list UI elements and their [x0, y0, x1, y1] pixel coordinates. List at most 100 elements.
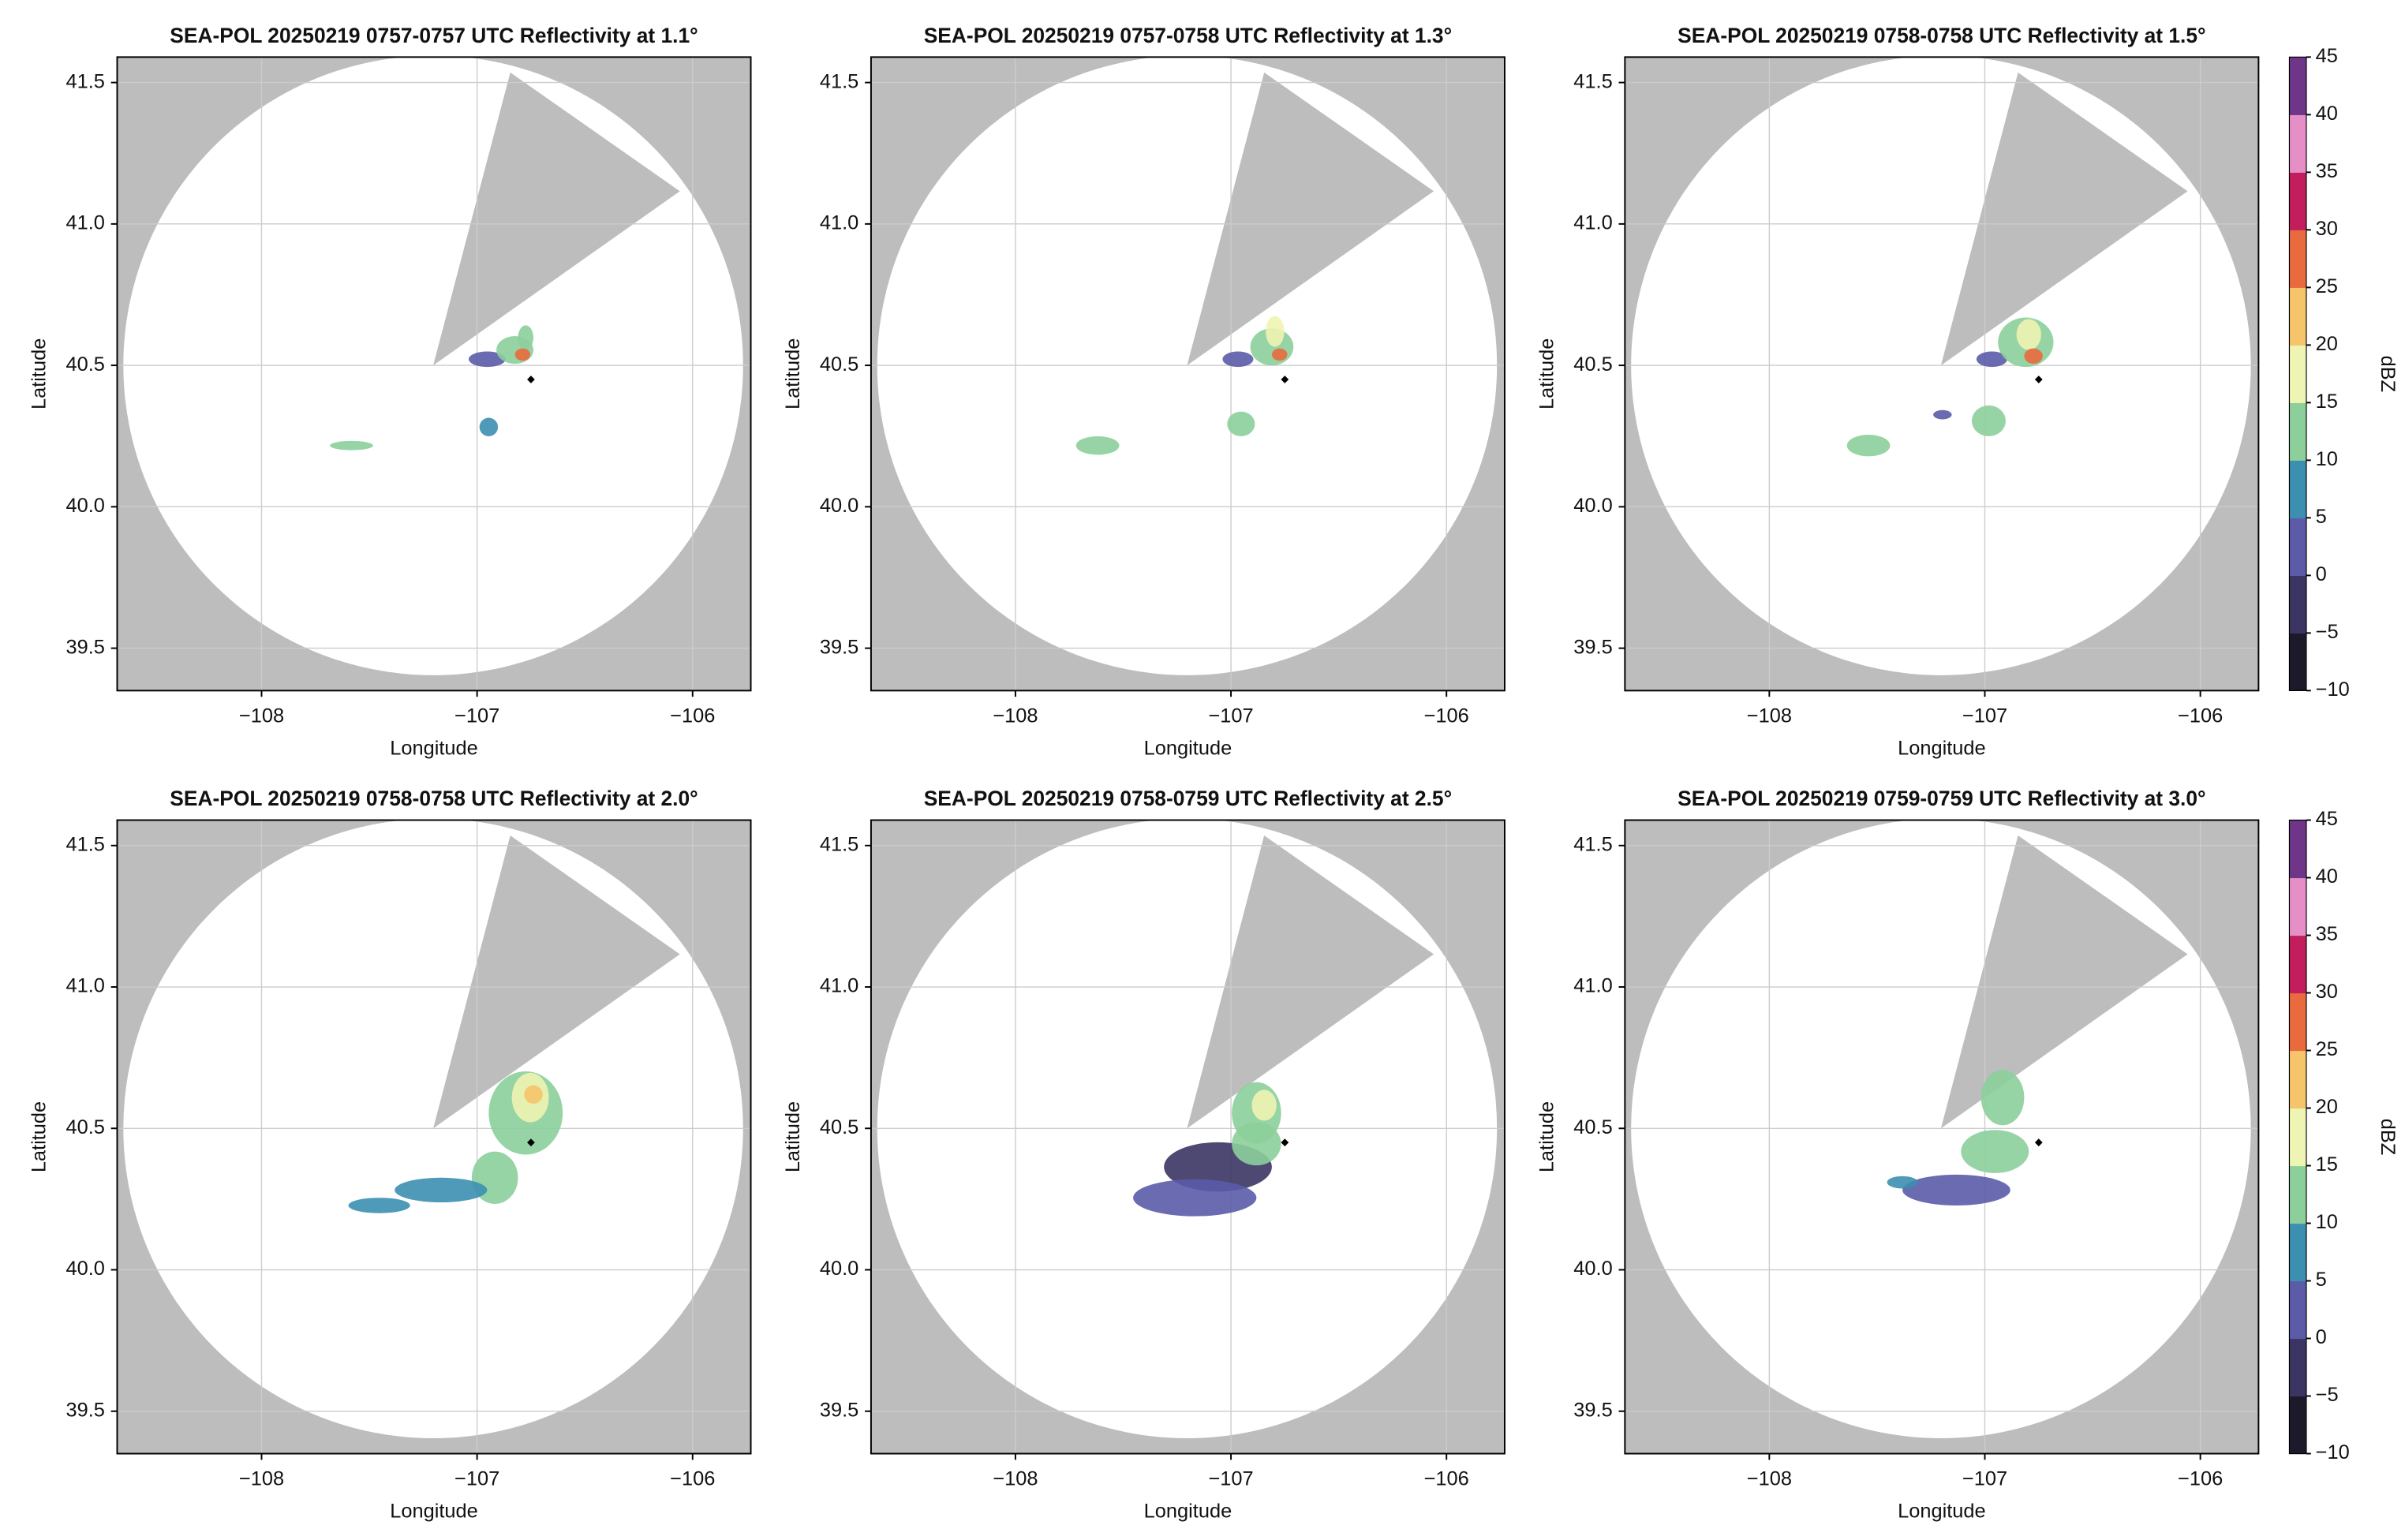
colorbar-bin: [2289, 1280, 2306, 1340]
colorbar-bin: [2289, 114, 2306, 173]
y-tick-label: 39.5: [1573, 1399, 1612, 1421]
plot-area: [870, 820, 1505, 1454]
blocked-sector: [1187, 835, 1434, 1129]
x-axis-label: Longitude: [1898, 1500, 1986, 1522]
echo: [1075, 435, 1120, 455]
y-tick-label: 39.5: [65, 636, 104, 658]
radar-site: [1281, 1138, 1289, 1147]
echo: [1902, 1174, 2010, 1205]
echo: [1846, 435, 1891, 457]
colorbar-tick-label: 0: [2316, 1326, 2327, 1348]
colorbar-bin: [2289, 1223, 2306, 1282]
colorbar-bin: [2289, 1396, 2306, 1455]
y-axis-label: Latitude: [1535, 1101, 1558, 1172]
colorbar-tick-label: 15: [2316, 1153, 2338, 1176]
colorbar-tick-label: 15: [2316, 391, 2338, 413]
y-axis-label: Latitude: [28, 1101, 50, 1172]
chart-title: SEA-POL 20250219 0758-0758 UTC Reflectiv…: [1678, 24, 2205, 47]
x-tick-label: −106: [670, 1467, 715, 1490]
axes-frame: [116, 819, 752, 1455]
y-tick-label: 39.5: [1573, 636, 1612, 658]
panel: −108 −107 −106 39.5 40.0 40.5 41.0 41.5 SEA-POL …: [28, 24, 752, 759]
x-axis-label: Longitude: [1144, 1500, 1232, 1522]
colorbar-bin: [2289, 1165, 2306, 1224]
colorbar-tick-label: 25: [2316, 275, 2338, 297]
echo: [518, 325, 534, 350]
radar-site: [527, 376, 535, 383]
y-tick-label: 40.5: [1573, 353, 1612, 376]
colorbar-tick-label: 35: [2316, 923, 2338, 945]
x-axis-label: Longitude: [1898, 737, 1986, 759]
y-tick-label: 40.5: [65, 1116, 104, 1138]
echo: [479, 417, 499, 436]
colorbar-bin: [2289, 1050, 2306, 1109]
y-axis-label: Latitude: [1535, 338, 1558, 409]
colorbar-tick-label: 25: [2316, 1038, 2338, 1060]
y-tick-label: 41.0: [1573, 975, 1612, 997]
x-tick-label: −106: [1424, 1467, 1469, 1490]
y-tick-label: 40.5: [820, 353, 858, 376]
panel: −108 −107 −106 39.5 40.0 40.5 41.0 41.5 SEA-POL …: [1535, 787, 2398, 1522]
echo: [1976, 351, 2007, 368]
blocked-sector: [1187, 72, 1434, 366]
plot-area: [117, 820, 751, 1454]
x-tick-label: −106: [1424, 705, 1469, 727]
radar-site: [527, 1138, 535, 1147]
radar-site: [1281, 376, 1289, 383]
x-tick-label: −108: [993, 705, 1038, 727]
colorbar-tick-label: 5: [2316, 506, 2327, 528]
echo: [1251, 1090, 1277, 1121]
echo: [2016, 319, 2041, 350]
y-tick-label: 39.5: [820, 636, 858, 658]
y-tick-label: 41.5: [820, 833, 858, 855]
blocked-sector: [1940, 72, 2188, 366]
x-tick-label: −106: [2178, 705, 2223, 727]
y-tick-label: 40.0: [65, 1258, 104, 1280]
echo: [1887, 1176, 1918, 1189]
echo: [1227, 411, 1255, 436]
echo: [395, 1177, 488, 1203]
chart-title: SEA-POL 20250219 0757-0758 UTC Reflectiv…: [924, 24, 1452, 47]
y-tick-label: 40.0: [1573, 1258, 1612, 1280]
colorbar-bin: [2289, 992, 2306, 1052]
echo: [1266, 316, 1285, 347]
plot-area: [117, 57, 751, 691]
y-tick-label: 41.0: [820, 212, 858, 234]
echo: [330, 440, 373, 450]
y-tick-label: 41.5: [65, 833, 104, 855]
chart-title: SEA-POL 20250219 0759-0759 UTC Reflectiv…: [1678, 787, 2205, 810]
blocked-sector: [433, 72, 680, 366]
colorbar-bin: [2289, 287, 2306, 346]
colorbar-tick-label: 45: [2316, 45, 2338, 67]
x-tick-label: −108: [239, 1467, 284, 1490]
axes-frame: [870, 819, 1505, 1455]
x-tick-label: −108: [1747, 705, 1792, 727]
colorbar-bin: [2289, 402, 2306, 461]
colorbar-bin: [2289, 172, 2306, 230]
x-tick-label: −106: [2178, 1467, 2223, 1490]
x-tick-label: −108: [993, 1467, 1038, 1490]
colorbar-bin: [2289, 345, 2306, 403]
x-tick-label: −107: [1962, 705, 2007, 727]
colorbar-tick-label: 20: [2316, 1096, 2338, 1118]
colorbar-bin: [2289, 877, 2306, 936]
colorbar-tick-label: 5: [2316, 1269, 2327, 1291]
y-tick-label: 41.0: [65, 212, 104, 234]
colorbar-tick-label: 30: [2316, 981, 2338, 1003]
echo: [514, 348, 531, 361]
colorbar-tick-label: 40: [2316, 103, 2338, 125]
echo: [468, 351, 506, 368]
colorbar-bin: [2289, 935, 2306, 994]
x-tick-label: −108: [239, 705, 284, 727]
x-axis-label: Longitude: [390, 737, 478, 759]
y-tick-label: 41.5: [1573, 833, 1612, 855]
colorbar-tick-label: 35: [2316, 160, 2338, 182]
y-tick-label: 40.0: [820, 495, 858, 517]
y-axis-label: Latitude: [782, 1101, 804, 1172]
y-axis-label: Latitude: [782, 338, 804, 409]
colorbar-label: dBZ: [2377, 1119, 2399, 1156]
echo: [1971, 405, 2006, 436]
colorbar-frame: [2288, 56, 2307, 691]
x-tick-label: −107: [454, 1467, 499, 1490]
